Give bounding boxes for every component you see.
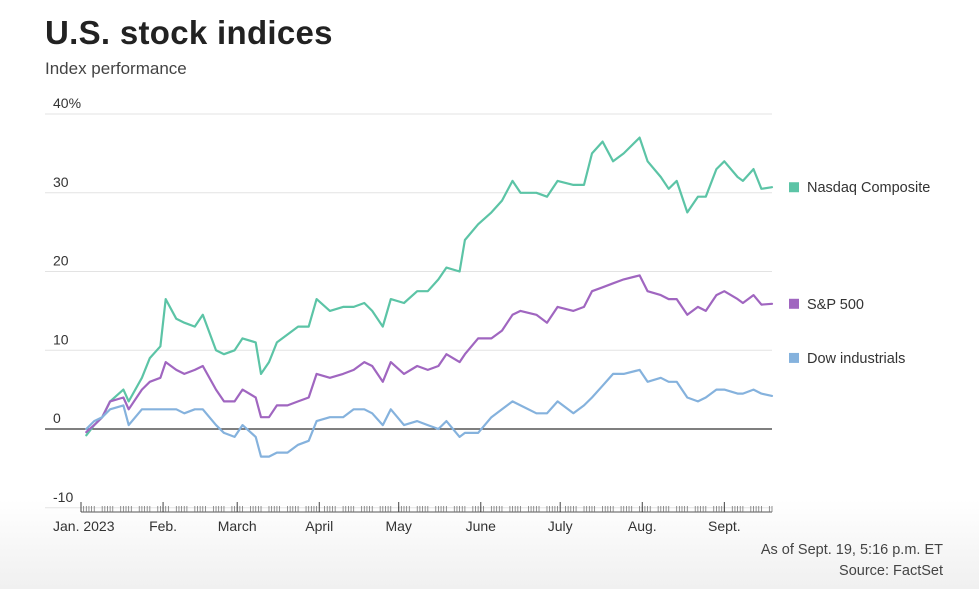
- x-tick-label: March: [218, 518, 257, 534]
- legend-swatch-s-p-500: [789, 298, 799, 309]
- gridlines: [45, 113, 772, 509]
- legend-label-nasdaq-composite: Nasdaq Composite: [807, 180, 930, 196]
- x-tick-label: May: [385, 518, 411, 534]
- x-tick-label: Sept.: [708, 518, 741, 534]
- y-tick-label: 10: [53, 331, 69, 347]
- x-tick-label: July: [548, 518, 573, 534]
- y-tick-label: 40%: [53, 95, 81, 111]
- chart-subtitle: Index performance: [45, 59, 187, 78]
- x-tick-label: April: [305, 518, 333, 534]
- series-line-s-p-500: [85, 274, 774, 434]
- legend-label-dow-industrials: Dow industrials: [807, 351, 905, 367]
- y-tick-label: 0: [53, 410, 61, 426]
- legend-swatch-nasdaq-composite: [789, 182, 799, 193]
- x-tick-label: June: [466, 518, 497, 534]
- chart-title: U.S. stock indices: [45, 14, 333, 51]
- y-tick-label: 20: [53, 253, 69, 269]
- y-axis-ticks: 40% 30 20 10 0 -10: [53, 95, 81, 505]
- y-tick-label: -10: [53, 489, 73, 505]
- as-of-note: As of Sept. 19, 5:16 p.m. ET: [760, 542, 943, 558]
- source-note: Source: FactSet: [839, 563, 943, 579]
- chart-notes: As of Sept. 19, 5:16 p.m. ET Source: Fac…: [761, 540, 943, 582]
- legend-swatch-dow-industrials: [789, 352, 799, 363]
- x-axis: Jan. 2023 Feb. March April May June July Aug. Se…: [53, 502, 773, 534]
- y-tick-label: 30: [53, 174, 69, 190]
- series-lines: [85, 136, 774, 458]
- x-tick-label: Jan. 2023: [53, 518, 115, 534]
- legend-label-s-p-500: S&P 500: [807, 297, 864, 313]
- x-tick-label: Feb.: [149, 518, 177, 534]
- series-line-dow-industrials: [85, 368, 774, 458]
- legend: Nasdaq Composite S&P 500 Dow industrials: [789, 180, 930, 367]
- line-chart: 40% 30 20 10 0 -10 Jan. 2023 Feb. March April May…: [45, 95, 930, 534]
- series-line-nasdaq-composite: [85, 136, 774, 437]
- x-tick-label: Aug.: [628, 518, 657, 534]
